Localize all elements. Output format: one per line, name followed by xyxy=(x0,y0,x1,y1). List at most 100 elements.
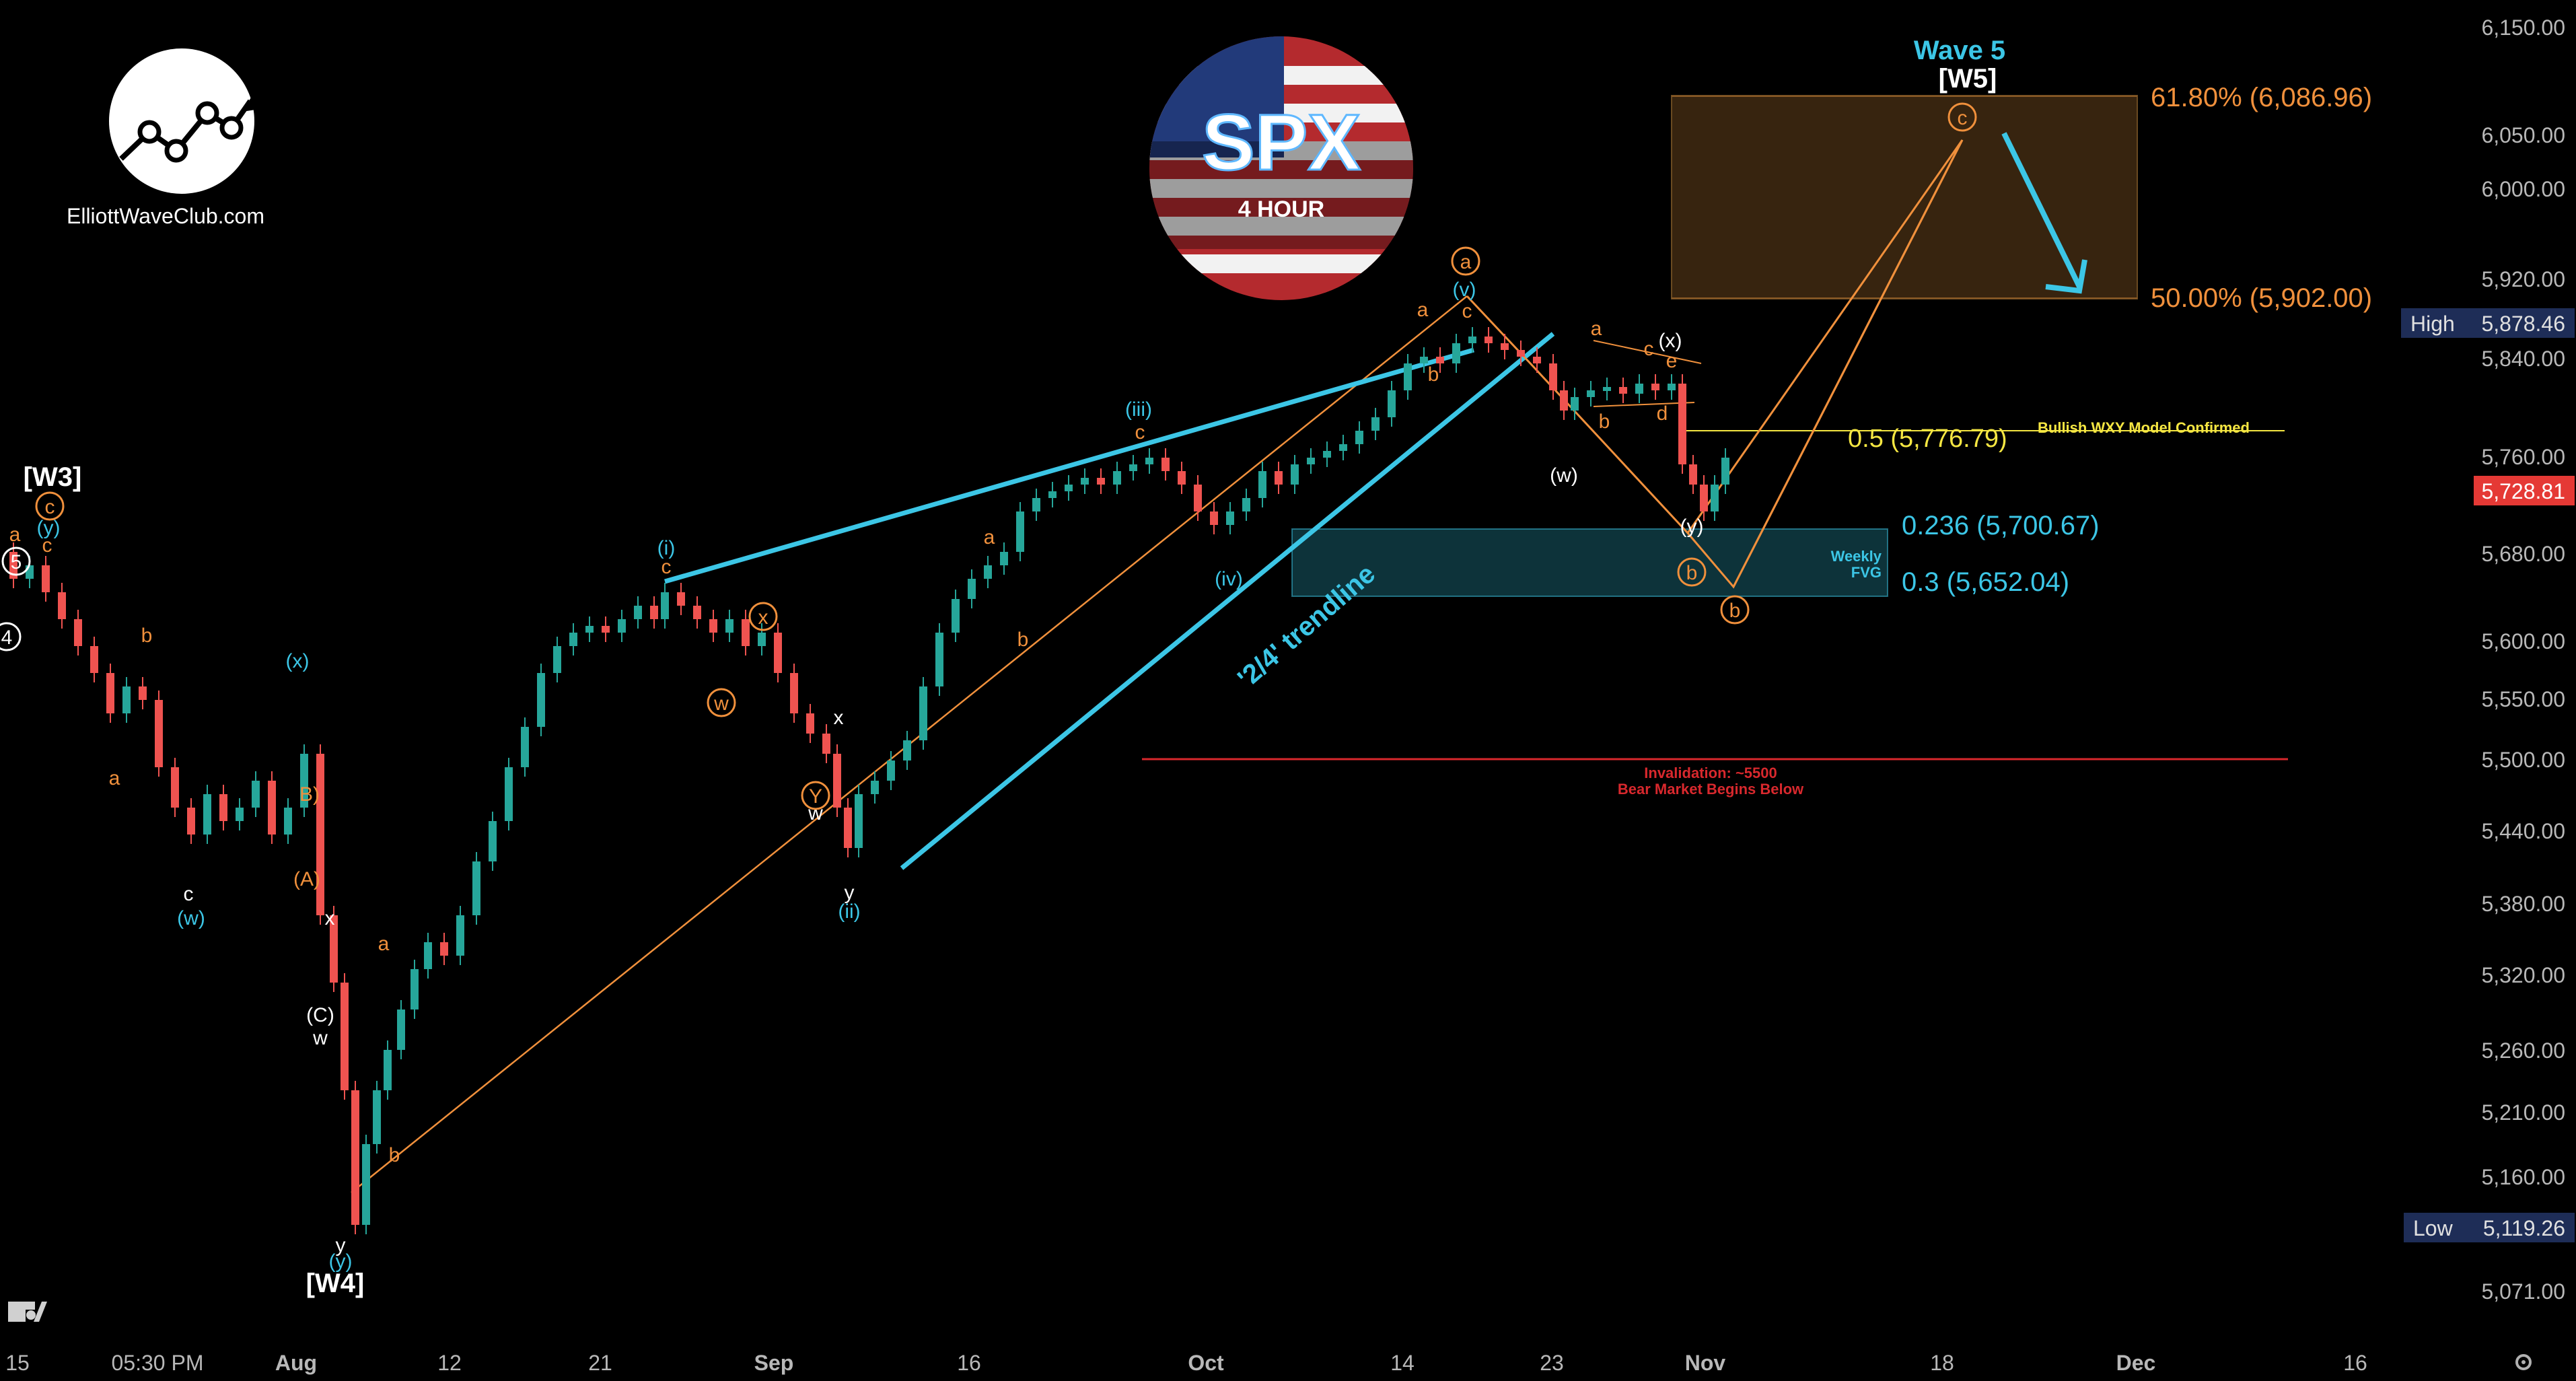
candle xyxy=(569,633,577,646)
candle xyxy=(855,794,863,848)
candle xyxy=(330,915,338,983)
candle xyxy=(1635,384,1643,394)
high-value: 5,878.46 xyxy=(2481,312,2565,336)
wave-label: c xyxy=(1958,107,1968,129)
w3-label: [W3] xyxy=(24,462,82,492)
circled-wave-marker xyxy=(748,602,778,631)
candle xyxy=(693,606,701,619)
candle xyxy=(252,781,260,808)
wave-label: b xyxy=(1428,363,1439,386)
wave-label: y xyxy=(336,1234,346,1256)
candle xyxy=(650,606,658,619)
weekly-label: Weekly xyxy=(1831,548,1882,565)
upper-cyan-trendline xyxy=(664,347,1474,584)
candle xyxy=(1145,458,1153,464)
price-tick: 5,160.00 xyxy=(2481,1165,2565,1189)
price-tick: 5,380.00 xyxy=(2481,892,2565,916)
wave-label: c xyxy=(1135,421,1145,444)
candle xyxy=(553,646,561,673)
candle xyxy=(456,915,464,956)
circled-wave-marker xyxy=(0,622,22,651)
candle xyxy=(1242,498,1250,511)
candle xyxy=(919,686,927,740)
candle xyxy=(1468,337,1476,343)
settings-icon[interactable] xyxy=(2515,1354,2532,1370)
candle xyxy=(187,808,195,835)
candle xyxy=(1711,485,1719,511)
price-axis: 6,150.00 6,050.00 6,000.00 5,920.00 5,840.00… xyxy=(2481,15,2565,1304)
fib-05-label: 0.5 (5,776.79) xyxy=(1848,425,2007,453)
candle xyxy=(219,794,227,821)
candle xyxy=(1097,478,1105,485)
w4-label: [W4] xyxy=(306,1269,365,1298)
candle xyxy=(1371,417,1380,431)
candle xyxy=(1323,451,1331,458)
candle xyxy=(341,983,349,1090)
wave-label: B) xyxy=(299,783,320,806)
fvg-label: FVG xyxy=(1851,564,1882,581)
wave-label: (w) xyxy=(177,907,205,929)
low-label: Low xyxy=(2413,1216,2454,1240)
wave-label: a xyxy=(378,933,390,955)
candle xyxy=(1721,458,1729,485)
wave-label: (x) xyxy=(286,650,310,672)
price-tick: 5,260.00 xyxy=(2481,1038,2565,1063)
candle xyxy=(1129,464,1137,471)
time-tick: 21 xyxy=(588,1351,612,1375)
candle xyxy=(1113,471,1121,485)
candle xyxy=(1226,511,1234,525)
tradingview-logo[interactable] xyxy=(8,1302,47,1322)
wave-label: b xyxy=(1729,600,1741,622)
candle xyxy=(373,1090,381,1144)
w5-label: [W5] xyxy=(1939,64,1997,94)
price-tick: 5,440.00 xyxy=(2481,819,2565,843)
candle xyxy=(1339,444,1347,451)
fib-target-zone xyxy=(1671,95,2138,299)
price-tick: 5,500.00 xyxy=(2481,748,2565,772)
candle xyxy=(284,808,292,835)
candle xyxy=(1161,458,1170,471)
candle xyxy=(1194,485,1202,511)
candle xyxy=(1178,471,1186,485)
price-tick: 6,050.00 xyxy=(2481,123,2565,147)
candle xyxy=(661,592,669,619)
candle xyxy=(1355,431,1363,444)
candle xyxy=(26,565,34,579)
time-tick: 12 xyxy=(437,1351,462,1375)
candle xyxy=(1307,458,1315,464)
time-tick: 23 xyxy=(1540,1351,1564,1375)
candle xyxy=(1048,491,1057,498)
candle xyxy=(1081,478,1089,485)
candle xyxy=(1000,552,1008,565)
candle xyxy=(90,646,98,673)
wave-label: (v) xyxy=(1453,279,1476,301)
candle xyxy=(410,969,419,1010)
candle xyxy=(602,626,610,633)
candle xyxy=(521,727,529,767)
candle xyxy=(1258,471,1266,498)
wave-label: w xyxy=(713,693,729,715)
wave-label: b xyxy=(141,625,153,647)
candle xyxy=(537,673,545,727)
time-tick: Sep xyxy=(754,1351,794,1375)
wave-label: c xyxy=(661,556,672,578)
wave-label: (y) xyxy=(1680,516,1704,538)
price-tick: 5,920.00 xyxy=(2481,267,2565,291)
candle xyxy=(1533,357,1541,363)
candle xyxy=(903,740,911,760)
wave-label: x xyxy=(758,606,768,629)
circled-wave-marker xyxy=(1,546,31,576)
time-tick: Nov xyxy=(1685,1351,1726,1375)
wave-label: c xyxy=(1644,338,1654,360)
candle xyxy=(505,767,513,821)
candle xyxy=(268,781,276,835)
wave-label: c xyxy=(42,534,52,557)
price-tick: 5,760.00 xyxy=(2481,445,2565,469)
bullish-wxy-label: Bullish WXY Model Confirmed xyxy=(2038,419,2250,436)
candle xyxy=(384,1050,392,1090)
wave-label: 5 xyxy=(11,551,22,573)
projection-path-return xyxy=(1732,139,1964,588)
candle xyxy=(758,633,766,646)
